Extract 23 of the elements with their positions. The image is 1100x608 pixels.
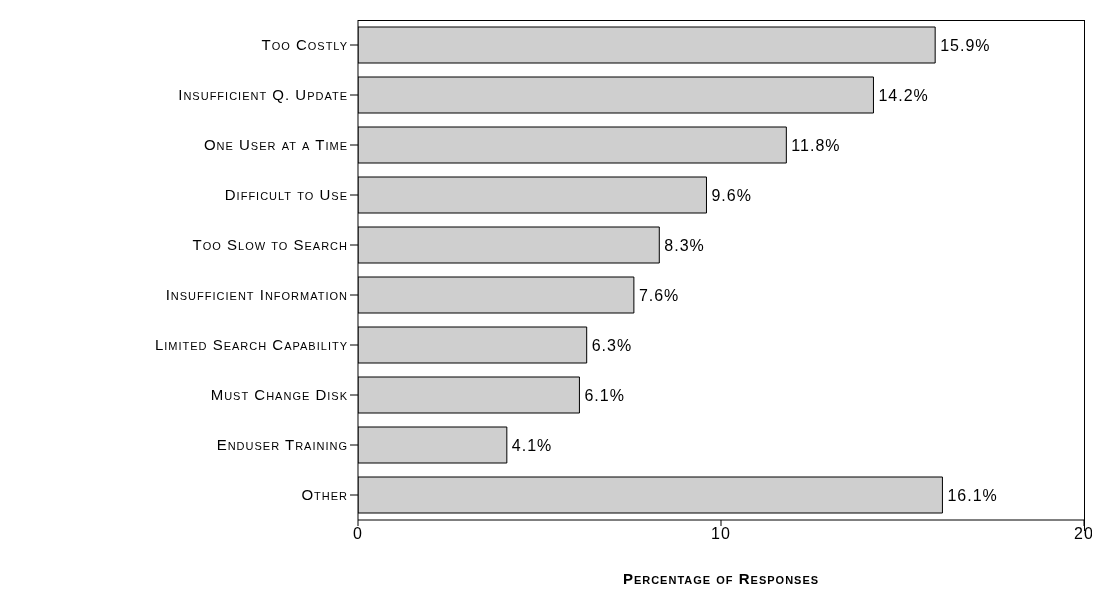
y-tick-label: One User at a Time [203, 136, 348, 154]
y-tick-label: Must Change Disk [210, 386, 348, 404]
data-label: 15.9% [940, 36, 991, 54]
data-label: 6.3% [591, 336, 633, 354]
data-label: 8.3% [664, 236, 705, 254]
data-label: 6.1% [584, 386, 625, 404]
data-label: 11.8% [791, 136, 841, 154]
y-tick-label: Difficult to Use [224, 186, 348, 204]
data-label: 14.2% [878, 86, 929, 104]
y-tick-label: Too Costly [261, 36, 348, 54]
x-axis-title: Percentage of Responses [622, 570, 820, 587]
x-tick-label: 10 [711, 525, 731, 543]
data-label: 9.6% [711, 186, 752, 204]
x-tick-label: 0 [353, 525, 363, 543]
y-tick-label: Limited Search Capability [154, 336, 348, 354]
data-label: 4.1% [511, 436, 553, 454]
y-tick-label: Enduser Training [216, 436, 348, 454]
y-tick-label: Too Slow to Search [192, 236, 348, 254]
data-label: 16.1% [947, 486, 998, 504]
data-label: 7.6% [638, 286, 680, 304]
y-tick-label: Insufficient Q. Update [178, 86, 348, 104]
y-tick-label: Insufficient Information [165, 286, 348, 304]
y-tick-label: Other [301, 486, 348, 504]
